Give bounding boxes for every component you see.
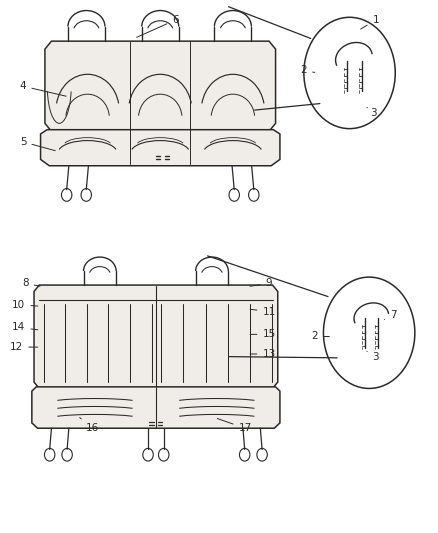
Polygon shape [41,130,280,166]
Text: 12: 12 [10,342,38,352]
Text: 2: 2 [311,332,329,342]
Text: 1: 1 [360,15,379,29]
Polygon shape [45,41,276,131]
Text: 13: 13 [250,349,276,359]
Text: 15: 15 [250,329,276,340]
Text: 6: 6 [137,15,179,37]
Text: 2: 2 [300,66,315,75]
Text: 9: 9 [250,278,272,288]
Text: 14: 14 [12,322,38,333]
Text: 16: 16 [80,418,99,433]
Text: 10: 10 [12,300,38,310]
Text: 17: 17 [217,418,252,433]
Polygon shape [34,285,278,389]
Text: 11: 11 [250,306,276,317]
Text: 3: 3 [367,108,377,118]
Text: 8: 8 [22,278,40,288]
Text: 3: 3 [367,351,379,361]
Text: 4: 4 [20,81,66,96]
Text: 5: 5 [20,137,55,151]
Text: 7: 7 [385,310,396,320]
Polygon shape [32,387,280,428]
